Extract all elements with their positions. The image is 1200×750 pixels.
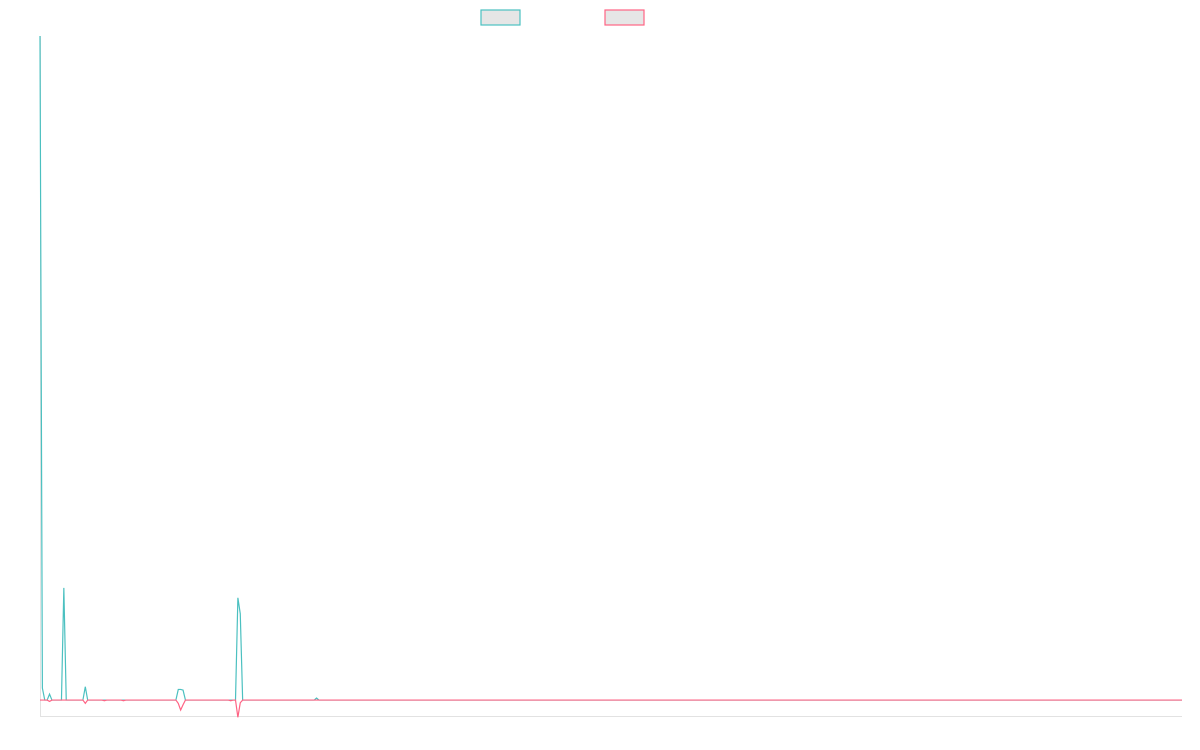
series-line-1 <box>39 35 1182 701</box>
series-line-2 <box>40 699 1182 718</box>
legend <box>480 9 645 26</box>
series-layer <box>39 35 1182 718</box>
legend-swatch-1[interactable] <box>480 9 521 26</box>
legend-swatch-2[interactable] <box>604 9 645 26</box>
